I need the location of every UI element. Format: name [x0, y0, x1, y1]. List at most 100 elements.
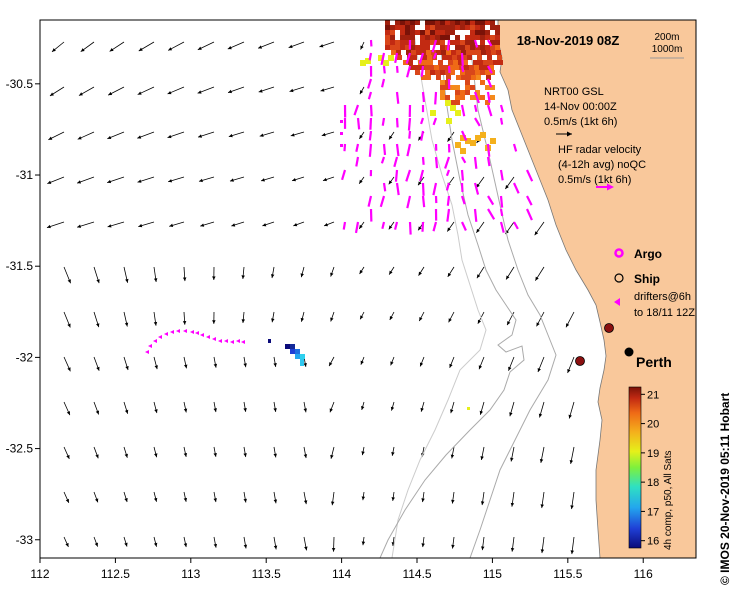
sst-pixel	[440, 40, 445, 45]
radar-vector-shaft	[460, 104, 466, 117]
radar-vector-shaft	[354, 221, 360, 234]
radar-vector-shaft	[446, 39, 451, 51]
sst-pixel	[440, 30, 445, 35]
current-vector-head	[124, 542, 128, 547]
sst-pixel	[391, 50, 396, 55]
perth-marker[interactable]	[624, 347, 634, 357]
sst-pixel	[465, 80, 470, 85]
radar-vector-shaft	[369, 117, 373, 130]
current-vector-head	[183, 543, 188, 548]
sst-pixel	[487, 55, 492, 60]
current-vector-head	[303, 454, 308, 459]
sst-pixel	[431, 50, 436, 55]
current-vector-head	[241, 319, 246, 323]
current-vector-head	[480, 501, 485, 506]
current-vector-head	[476, 274, 481, 279]
current-vector-head	[94, 542, 98, 547]
current-vector-head	[331, 548, 336, 552]
lon-tick-label: 114	[332, 567, 351, 581]
radar-vector-shaft	[461, 156, 467, 164]
sst-pixel	[470, 35, 475, 40]
current-vector-head	[182, 321, 187, 325]
sst-pixel	[445, 85, 450, 90]
current-vector-head	[303, 408, 307, 413]
radar-vector	[432, 182, 438, 196]
radar-vector	[461, 156, 467, 164]
colorbar-tick-label: 19	[647, 448, 659, 460]
current-vector-head	[258, 89, 263, 93]
radar-vector-shaft	[473, 156, 478, 169]
sst-pixel	[465, 45, 470, 50]
current-vector-head	[243, 453, 247, 457]
sst-pixel	[484, 65, 489, 70]
longitude-axis: 112 112.5 113 113.5 114 114.5 115 115.5 116	[30, 558, 653, 581]
radar-vector-shaft	[367, 195, 373, 207]
radar-vector-shaft	[382, 65, 386, 74]
current-vector-head	[361, 406, 365, 410]
sst-pixel	[435, 40, 440, 45]
station-marker-2[interactable]	[575, 356, 585, 366]
radar-vector-shaft	[353, 104, 360, 116]
sst-pixel	[473, 60, 478, 65]
radar-vector-shaft	[408, 130, 412, 139]
drifter-point	[170, 330, 174, 334]
sst-pixel	[470, 20, 475, 25]
current-vector-head	[138, 223, 143, 228]
current-vector-head	[303, 363, 307, 367]
sst-pixel	[415, 20, 420, 25]
radar-vector	[369, 117, 373, 130]
sst-pixel	[457, 55, 462, 60]
radar-vector-shaft	[406, 195, 412, 209]
radar-vector	[354, 221, 360, 234]
radar-vector	[367, 78, 373, 89]
sst-pixel	[410, 45, 415, 50]
current-vector-head	[107, 179, 112, 184]
current-vector-head	[213, 363, 218, 368]
colorbar-caption: 4h comp, p50, All Sats	[663, 450, 674, 550]
radar-vector-shaft	[368, 143, 373, 157]
radar-point	[340, 144, 343, 147]
city-label-perth[interactable]: Perth	[636, 354, 672, 370]
current-vector-head	[137, 91, 142, 95]
current-vector-head	[476, 183, 480, 188]
radar-vector	[460, 65, 465, 73]
radar-vector	[486, 91, 491, 103]
sst-pixel	[397, 55, 402, 60]
sst-pixel	[420, 35, 425, 40]
sst-pixel	[495, 45, 500, 50]
radar-vector	[473, 156, 478, 169]
radar-vector-shaft	[445, 182, 451, 191]
sst-pixel	[471, 50, 476, 55]
drifters-legend: drifters@6h to 18/11 12Z	[614, 291, 695, 319]
radar-vector	[473, 91, 480, 104]
sst-pixel	[385, 30, 390, 35]
radar-vector-shaft	[368, 130, 373, 141]
current-vector-head	[137, 135, 142, 139]
radar-vector-shaft	[460, 130, 468, 141]
current-vector-head	[447, 227, 451, 232]
sst-pixel	[490, 45, 495, 50]
current-vector-head	[300, 317, 305, 322]
radar-vector	[421, 195, 426, 208]
current-vector-head	[329, 408, 333, 413]
station-marker-1[interactable]	[604, 323, 614, 333]
sst-pixel	[455, 142, 461, 148]
sst-pixel	[385, 40, 390, 45]
sst-pixel	[426, 75, 431, 80]
sst-pixel	[466, 75, 471, 80]
radar-vector-shaft	[487, 208, 496, 220]
sst-pixel	[400, 30, 405, 35]
current-vector-head	[227, 46, 232, 50]
sst-pixel	[470, 85, 475, 90]
current-vector-head	[510, 457, 514, 462]
radar-vector-shaft	[512, 143, 518, 152]
drifter-point	[195, 331, 199, 335]
radar-vector	[368, 130, 373, 141]
radar-vector	[342, 221, 347, 230]
sst-pixel	[446, 75, 451, 80]
current-vector-head	[67, 323, 71, 328]
drifter-point	[230, 340, 234, 344]
current-vector-head	[51, 48, 56, 52]
radar-vector-shaft	[420, 117, 425, 125]
sst-pixel	[480, 40, 485, 45]
